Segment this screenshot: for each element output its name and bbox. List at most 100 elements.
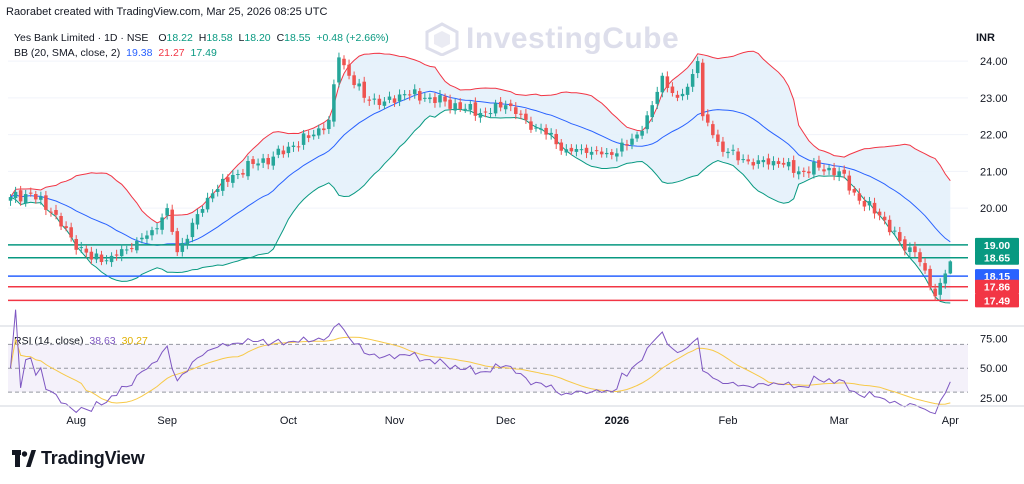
- candle-body: [94, 253, 99, 260]
- candle: [44, 190, 48, 216]
- candle: [316, 124, 321, 139]
- candle: [382, 97, 387, 110]
- time-tick-label: Dec: [496, 415, 516, 427]
- candle-body: [670, 86, 675, 94]
- high-label: H: [198, 32, 207, 44]
- candle: [463, 103, 468, 113]
- candle: [69, 222, 73, 242]
- candle-body: [508, 103, 513, 107]
- candle-body: [220, 178, 225, 191]
- candle-body: [726, 151, 730, 154]
- candle: [130, 242, 134, 253]
- candle: [246, 155, 250, 180]
- watermark-logo-icon: [425, 22, 459, 56]
- candle-body: [236, 174, 240, 176]
- candle-body: [721, 141, 725, 152]
- candle-body: [842, 169, 846, 174]
- level-tag: [975, 293, 1019, 308]
- candle: [266, 153, 270, 170]
- candle-body: [28, 192, 33, 194]
- tradingview-branding[interactable]: TradingView: [12, 448, 145, 469]
- candle-body: [322, 128, 326, 131]
- candle-body: [908, 247, 912, 252]
- candle-body: [791, 160, 796, 173]
- candle-body: [786, 161, 791, 167]
- candle: [660, 72, 665, 98]
- candle-body: [847, 175, 852, 191]
- bb-label[interactable]: BB (20, SMA, close, 2): [14, 47, 121, 59]
- candle-body: [39, 196, 43, 200]
- symbol-name[interactable]: Yes Bank Limited · 1D · NSE: [14, 32, 149, 44]
- candle: [579, 144, 584, 155]
- candle-body: [625, 144, 629, 146]
- candle-body: [261, 158, 265, 163]
- watermark: InvestingCube: [424, 22, 679, 56]
- candle-body: [933, 288, 937, 297]
- candle: [731, 144, 735, 156]
- candle-body: [59, 215, 63, 227]
- candle-body: [418, 91, 422, 101]
- price-chart[interactable]: 24.0023.0022.0021.0020.0019.0019.0018.65…: [0, 0, 1024, 440]
- bb-fill: [10, 51, 951, 304]
- candle-body: [190, 222, 195, 238]
- candle: [119, 244, 124, 262]
- candle: [529, 116, 533, 133]
- candle-body: [766, 158, 771, 165]
- price-tick-label: 24.00: [980, 56, 1008, 68]
- candle-body: [690, 74, 695, 87]
- candle: [362, 76, 366, 103]
- candle-body: [862, 200, 867, 207]
- candle: [322, 123, 326, 135]
- price-tick-label: 21.00: [980, 166, 1008, 178]
- candle: [377, 94, 382, 110]
- candle-body: [377, 98, 382, 105]
- candle: [392, 95, 397, 107]
- candle: [28, 187, 33, 197]
- candle-body: [887, 219, 892, 233]
- candle-body: [109, 255, 114, 263]
- candle: [220, 173, 225, 196]
- candle-body: [700, 62, 705, 117]
- candle-body: [796, 171, 801, 175]
- candle-body: [13, 191, 18, 199]
- candle: [771, 156, 776, 170]
- candle-body: [882, 216, 887, 221]
- candle: [145, 230, 149, 244]
- candle-body: [266, 157, 270, 165]
- candle: [796, 166, 801, 180]
- candle: [306, 130, 311, 143]
- candle: [519, 110, 523, 120]
- candle: [195, 209, 200, 230]
- open-value: 18.22: [166, 32, 193, 44]
- candle-body: [327, 119, 331, 130]
- candle: [49, 207, 53, 217]
- price-grid: [8, 60, 968, 246]
- candle-body: [210, 193, 215, 199]
- candle-body: [407, 94, 412, 96]
- candle-body: [291, 145, 296, 147]
- level-tag: [975, 250, 1019, 265]
- candle-body: [135, 240, 139, 251]
- candle: [721, 136, 725, 157]
- level-tag: [975, 237, 1019, 252]
- candle: [645, 111, 649, 134]
- candles: [8, 52, 953, 301]
- candle: [342, 55, 346, 70]
- rsi-tick-label: 75.00: [980, 333, 1008, 345]
- candle-body: [130, 248, 134, 250]
- candle-body: [640, 130, 644, 136]
- candle: [781, 157, 786, 168]
- candle-body: [387, 96, 392, 100]
- candle-body: [463, 108, 468, 110]
- candle-body: [175, 231, 180, 253]
- candle-body: [519, 113, 523, 115]
- tradingview-wordmark: TradingView: [41, 448, 145, 468]
- candle-body: [443, 96, 447, 102]
- candle-body: [802, 170, 806, 172]
- candle: [766, 153, 771, 170]
- candle-body: [665, 76, 670, 88]
- candle: [599, 147, 604, 158]
- open-label: O: [158, 32, 167, 44]
- candle: [564, 144, 569, 156]
- candle-body: [549, 132, 553, 135]
